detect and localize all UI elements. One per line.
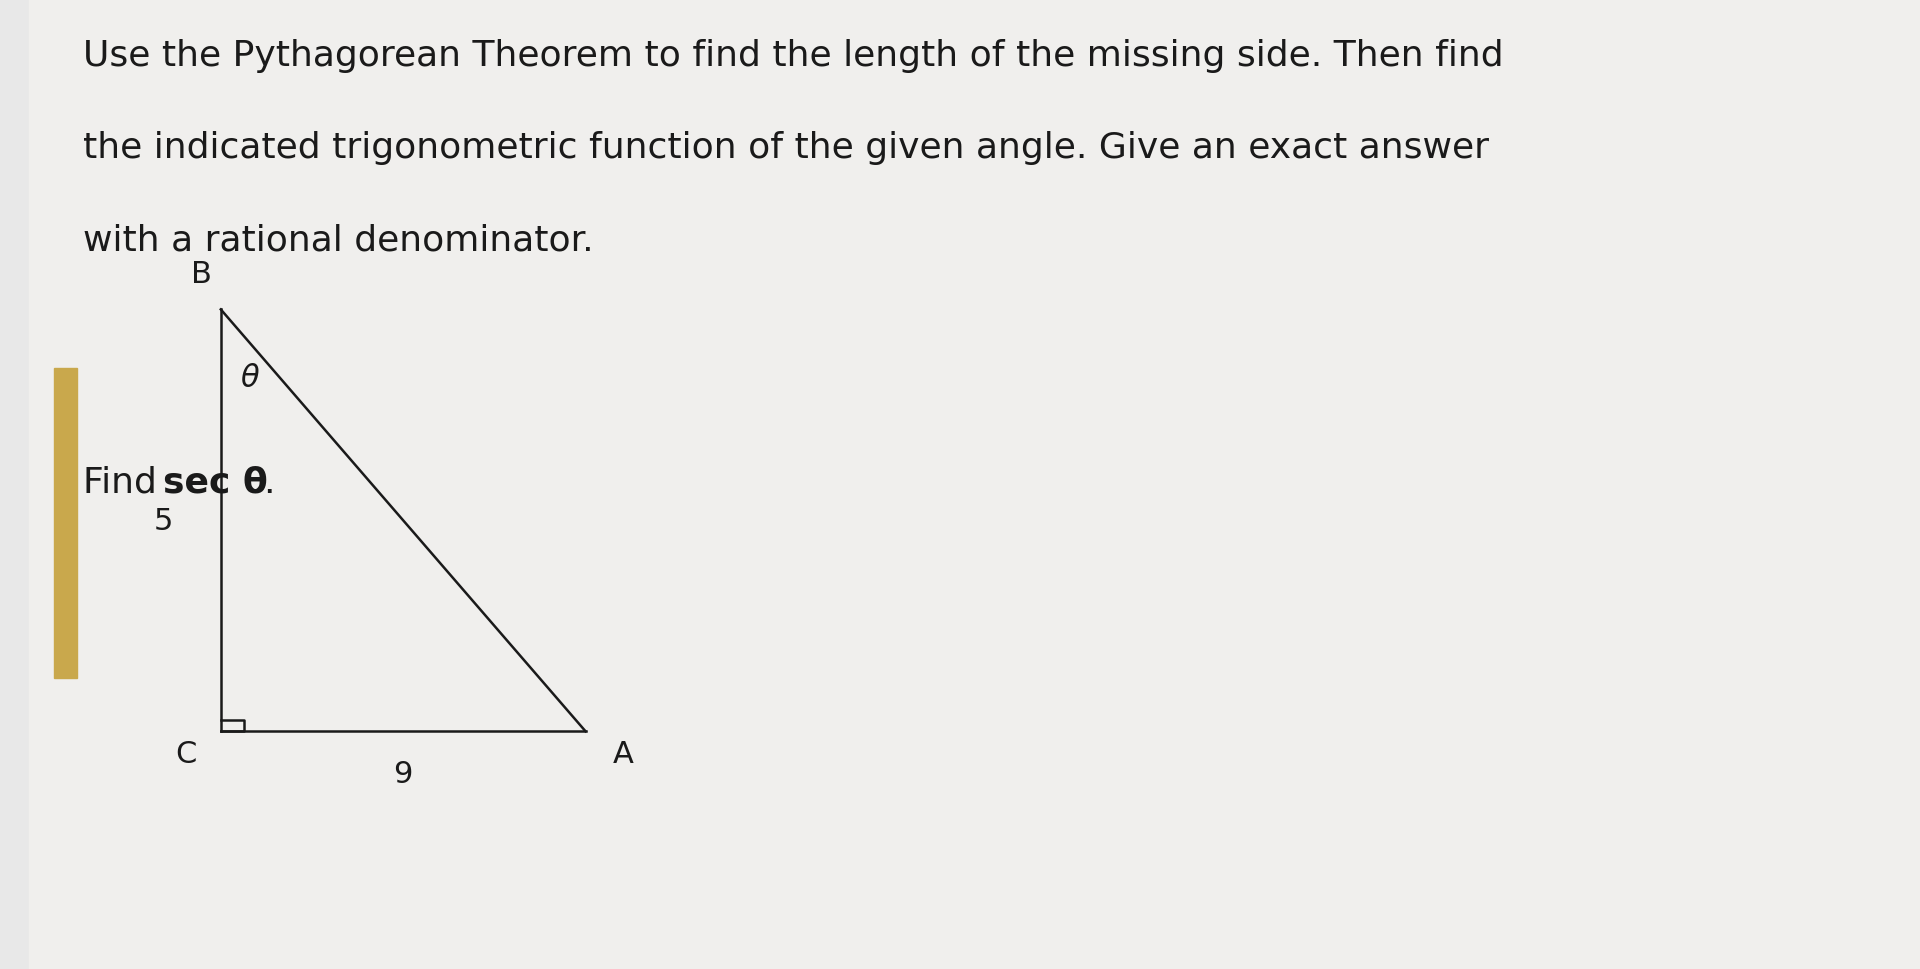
Text: Use the Pythagorean Theorem to find the length of the missing side. Then find: Use the Pythagorean Theorem to find the … [83,39,1503,73]
Text: A: A [612,739,634,768]
Text: 5: 5 [154,507,173,535]
Text: B: B [192,260,211,289]
Text: θ: θ [240,363,259,392]
Text: with a rational denominator.: with a rational denominator. [83,223,593,257]
Text: C: C [175,739,198,768]
Text: .: . [263,465,275,499]
Text: Find: Find [83,465,167,499]
Bar [54,368,77,678]
Text: sec θ: sec θ [163,465,269,499]
Text: the indicated trigonometric function of the given angle. Give an exact answer: the indicated trigonometric function of … [83,131,1488,165]
Text: 9: 9 [394,759,413,788]
